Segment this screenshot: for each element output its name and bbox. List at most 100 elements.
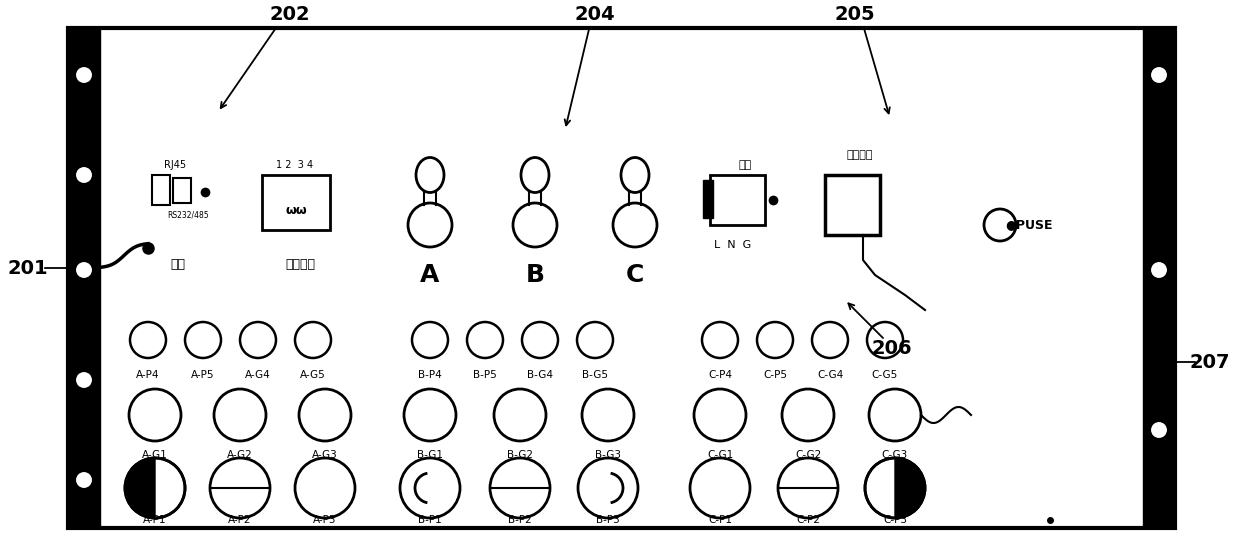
Bar xyxy=(825,175,880,235)
Text: ωω: ωω xyxy=(285,204,306,216)
Text: A-G4: A-G4 xyxy=(246,370,270,380)
Text: 206: 206 xyxy=(872,338,913,358)
Bar xyxy=(262,175,330,230)
Circle shape xyxy=(812,322,848,358)
Circle shape xyxy=(130,322,166,358)
Text: B-G5: B-G5 xyxy=(582,370,608,380)
Circle shape xyxy=(582,389,634,441)
Bar xyxy=(1143,28,1176,528)
Text: C-G3: C-G3 xyxy=(882,450,908,460)
Text: B-G1: B-G1 xyxy=(417,450,443,460)
Text: 204: 204 xyxy=(574,6,615,24)
Circle shape xyxy=(74,471,93,489)
Circle shape xyxy=(295,458,355,518)
Circle shape xyxy=(613,203,657,247)
Circle shape xyxy=(1149,66,1168,84)
Circle shape xyxy=(985,209,1016,241)
Text: C-P2: C-P2 xyxy=(796,515,820,525)
Text: 207: 207 xyxy=(1189,353,1230,371)
Bar xyxy=(68,28,100,528)
Text: B: B xyxy=(526,263,544,287)
Circle shape xyxy=(299,389,351,441)
Circle shape xyxy=(782,389,835,441)
Circle shape xyxy=(756,322,794,358)
Circle shape xyxy=(404,389,456,441)
Bar xyxy=(153,175,170,205)
Polygon shape xyxy=(895,458,925,518)
Text: B-P2: B-P2 xyxy=(508,515,532,525)
Text: A: A xyxy=(420,263,440,287)
Text: 电源开关: 电源开关 xyxy=(847,150,873,160)
Text: A-P1: A-P1 xyxy=(144,515,166,525)
Text: RS232/485: RS232/485 xyxy=(167,210,208,220)
Text: ●PUSE: ●PUSE xyxy=(1004,219,1053,231)
Circle shape xyxy=(777,458,838,518)
Text: 201: 201 xyxy=(7,258,48,278)
Text: A-P3: A-P3 xyxy=(314,515,337,525)
Text: A-G5: A-G5 xyxy=(300,370,326,380)
Text: A-G2: A-G2 xyxy=(227,450,253,460)
Text: C-G1: C-G1 xyxy=(707,450,733,460)
Circle shape xyxy=(125,458,185,518)
Text: C-P1: C-P1 xyxy=(708,515,732,525)
Circle shape xyxy=(295,322,331,358)
Circle shape xyxy=(74,166,93,184)
Circle shape xyxy=(185,322,221,358)
Circle shape xyxy=(869,389,921,441)
Circle shape xyxy=(129,389,181,441)
Circle shape xyxy=(215,389,267,441)
Bar xyxy=(711,175,765,225)
Circle shape xyxy=(578,458,639,518)
Text: 风扇控制: 风扇控制 xyxy=(285,258,315,272)
Text: 网口: 网口 xyxy=(171,258,186,272)
Text: A-G3: A-G3 xyxy=(312,450,337,460)
Text: B-P4: B-P4 xyxy=(418,370,441,380)
Circle shape xyxy=(702,322,738,358)
Text: L  N  G: L N G xyxy=(714,240,751,250)
Circle shape xyxy=(210,458,270,518)
Ellipse shape xyxy=(521,157,549,193)
Circle shape xyxy=(401,458,460,518)
Circle shape xyxy=(74,371,93,389)
Text: C: C xyxy=(626,263,645,287)
Circle shape xyxy=(74,261,93,279)
Text: C-G2: C-G2 xyxy=(795,450,821,460)
Text: A-P4: A-P4 xyxy=(136,370,160,380)
Text: A-P5: A-P5 xyxy=(191,370,215,380)
Text: C-P5: C-P5 xyxy=(763,370,787,380)
Circle shape xyxy=(513,203,557,247)
Text: 电源: 电源 xyxy=(738,160,751,170)
Circle shape xyxy=(577,322,613,358)
Circle shape xyxy=(689,458,750,518)
Circle shape xyxy=(867,322,903,358)
Text: C-G4: C-G4 xyxy=(817,370,843,380)
Text: B-G2: B-G2 xyxy=(507,450,533,460)
Text: B-P3: B-P3 xyxy=(596,515,620,525)
Text: 1 2  3 4: 1 2 3 4 xyxy=(277,160,314,170)
Circle shape xyxy=(1149,421,1168,439)
Text: 205: 205 xyxy=(835,6,875,24)
Bar xyxy=(703,180,713,218)
Bar xyxy=(174,178,191,203)
Circle shape xyxy=(412,322,448,358)
Circle shape xyxy=(408,203,453,247)
Ellipse shape xyxy=(621,157,649,193)
Polygon shape xyxy=(125,458,155,518)
Circle shape xyxy=(522,322,558,358)
Text: B-G3: B-G3 xyxy=(595,450,621,460)
Circle shape xyxy=(241,322,277,358)
Text: C-P4: C-P4 xyxy=(708,370,732,380)
Text: RJ45: RJ45 xyxy=(164,160,186,170)
Text: A-P2: A-P2 xyxy=(228,515,252,525)
Circle shape xyxy=(467,322,503,358)
Text: B-P1: B-P1 xyxy=(418,515,441,525)
Text: B-P5: B-P5 xyxy=(474,370,497,380)
Ellipse shape xyxy=(415,157,444,193)
Circle shape xyxy=(74,66,93,84)
Circle shape xyxy=(1149,261,1168,279)
Text: 202: 202 xyxy=(269,6,310,24)
Text: C-P3: C-P3 xyxy=(883,515,906,525)
Circle shape xyxy=(490,458,551,518)
Circle shape xyxy=(694,389,746,441)
Bar xyxy=(68,28,1176,528)
